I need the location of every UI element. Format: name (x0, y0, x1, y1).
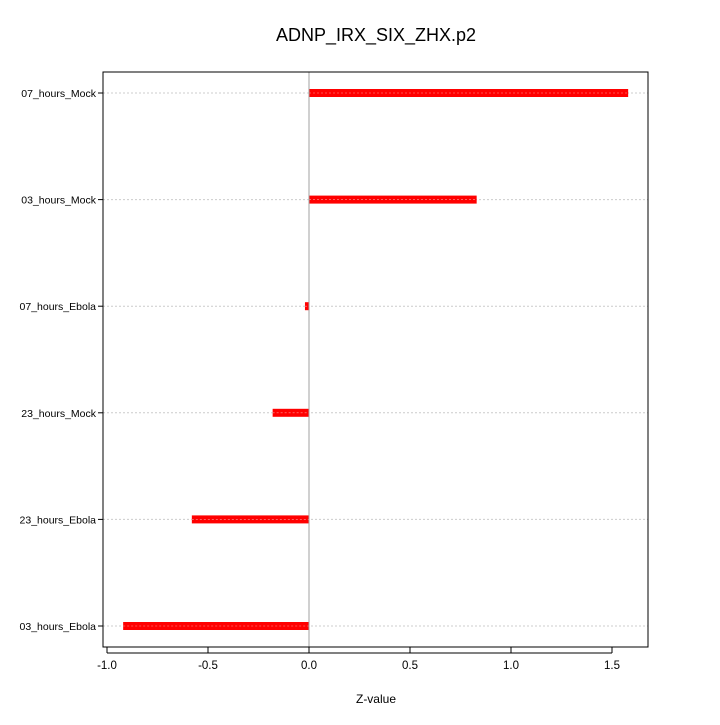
y-tick-label: 07_hours_Ebola (20, 301, 97, 313)
x-tick-label: -0.5 (198, 660, 218, 672)
x-tick-label: -1.0 (97, 660, 117, 672)
bar-03_hours_Mock (309, 195, 477, 204)
bar-07_hours_Mock (309, 89, 629, 97)
y-tick-label: 23_hours_Mock (21, 408, 96, 420)
plot-frame (102, 71, 649, 648)
y-tick-label: 23_hours_Ebola (20, 514, 97, 526)
bar-23_hours_Ebola (191, 515, 309, 524)
x-axis-label: Z-value (356, 692, 396, 706)
x-tick-label: 1.5 (604, 660, 620, 672)
bar-23_hours_Mock (272, 408, 309, 417)
x-tick-label: 1.0 (503, 660, 519, 672)
y-tick-label: 07_hours_Mock (21, 88, 96, 100)
x-tick-label: 0.0 (301, 660, 317, 672)
y-tick-label: 03_hours_Ebola (20, 621, 97, 633)
bar-07_hours_Ebola (304, 302, 309, 311)
y-tick-label: 03_hours_Mock (21, 195, 96, 207)
x-tick-label: 0.5 (402, 660, 418, 672)
chart-title: ADNP_IRX_SIX_ZHX.p2 (276, 25, 476, 46)
